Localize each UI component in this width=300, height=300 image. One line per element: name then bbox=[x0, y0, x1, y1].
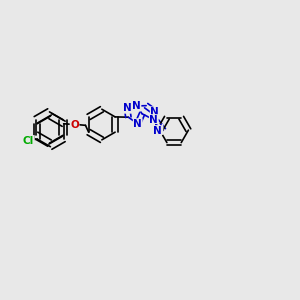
Text: N: N bbox=[132, 101, 141, 111]
Text: N: N bbox=[123, 103, 131, 113]
Text: N: N bbox=[154, 124, 163, 134]
Text: O: O bbox=[70, 119, 79, 130]
Text: N: N bbox=[133, 119, 142, 129]
Text: Cl: Cl bbox=[23, 136, 34, 146]
Text: N: N bbox=[150, 107, 159, 117]
Text: N: N bbox=[149, 115, 158, 125]
Text: N: N bbox=[153, 126, 161, 136]
